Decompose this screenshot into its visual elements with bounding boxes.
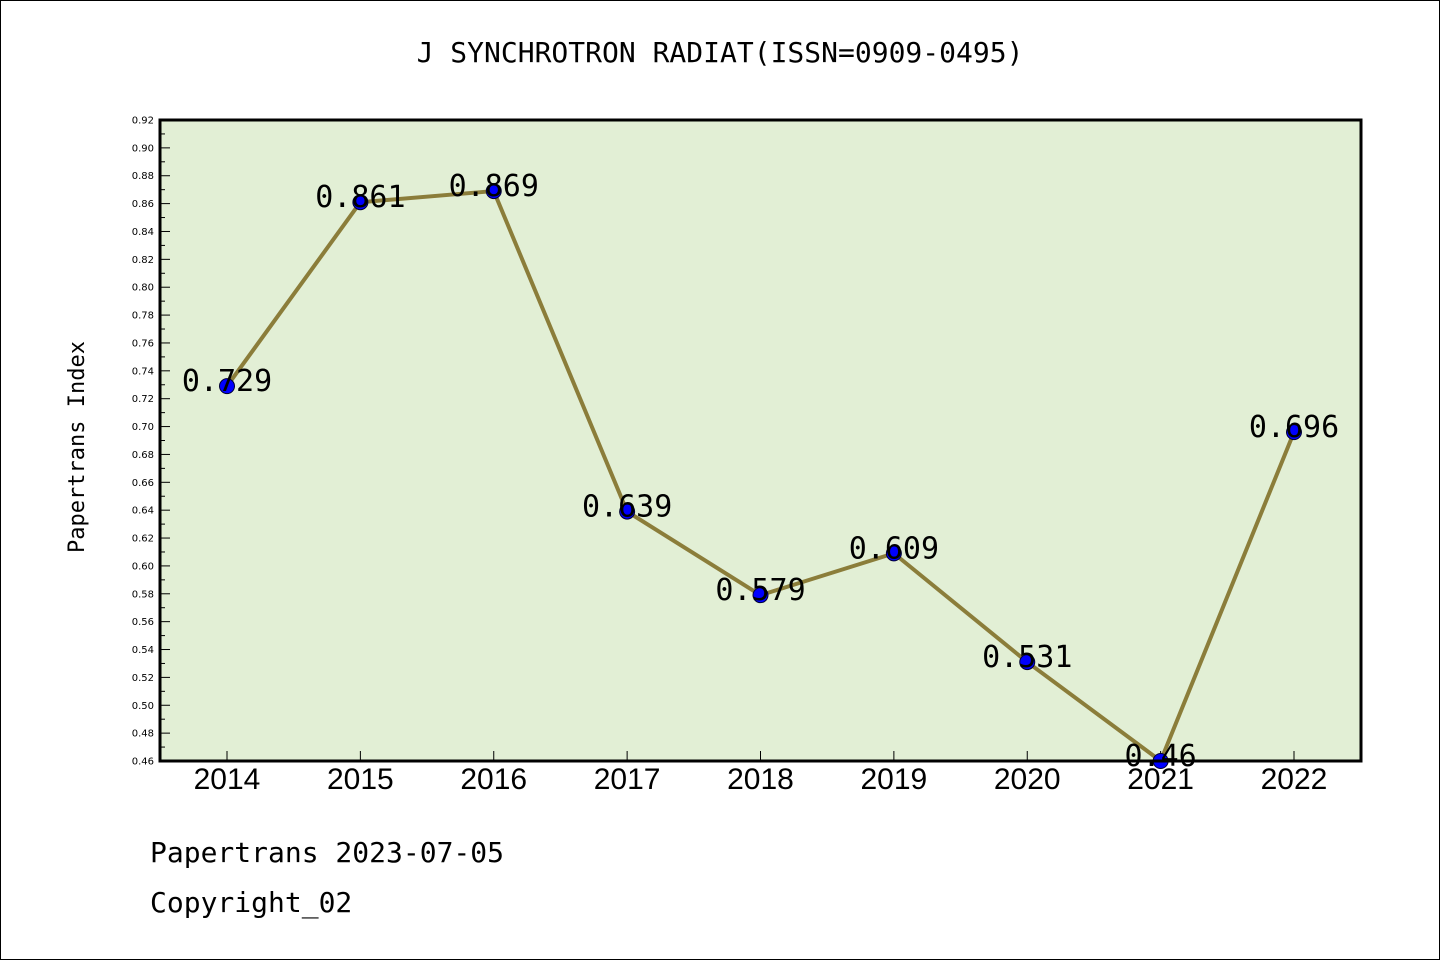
- plot-border: [158, 118, 1363, 763]
- data-label: 0.46: [1125, 739, 1197, 774]
- plot-area: [160, 120, 1361, 761]
- x-tick-label: 2015: [327, 763, 394, 796]
- y-tick-label: 0.48: [132, 729, 154, 740]
- y-tick-label: 0.64: [132, 506, 154, 517]
- y-tick-label: 0.50: [132, 701, 154, 712]
- x-tick-label: 2019: [861, 763, 928, 796]
- x-axis-ticks: 2014 2015 2016 2017 2018 2019 2020 2021 2022: [194, 751, 1328, 796]
- y-axis-label: Papertrans Index: [65, 341, 90, 553]
- y-tick-label: 0.86: [132, 199, 154, 210]
- data-label: 0.531: [982, 640, 1072, 675]
- y-tick-label: 0.92: [132, 116, 154, 127]
- data-point: [485, 183, 502, 200]
- footer-copyright: Copyright_02: [150, 886, 353, 919]
- y-tick-label: 0.46: [132, 757, 154, 768]
- data-point: [752, 587, 769, 604]
- y-tick-label: 0.74: [132, 366, 154, 377]
- y-tick-label: 0.78: [132, 311, 154, 322]
- data-point: [1286, 424, 1302, 441]
- data-point: [1019, 654, 1036, 671]
- y-tick-label: 0.56: [132, 617, 154, 628]
- y-tick-label: 0.80: [132, 283, 154, 294]
- data-label: 0.696: [1249, 410, 1339, 445]
- chart-title: J SYNCHROTRON RADIAT(ISSN=0909-0495): [416, 36, 1024, 69]
- data-points: [219, 183, 1302, 769]
- y-tick-label: 0.88: [132, 171, 154, 182]
- y-tick-label: 0.54: [132, 645, 154, 656]
- x-tick-label: 2014: [194, 763, 261, 796]
- x-tick-label: 2020: [994, 763, 1061, 796]
- y-tick-label: 0.70: [132, 422, 154, 433]
- x-tick-label: 2022: [1261, 763, 1328, 796]
- data-label: 0.861: [315, 180, 405, 215]
- x-tick-label: 2018: [727, 763, 794, 796]
- y-tick-label: 0.90: [132, 143, 154, 154]
- y-tick-label: 0.58: [132, 589, 154, 600]
- y-tick-label: 0.82: [132, 255, 154, 266]
- y-tick-label: 0.62: [132, 534, 154, 545]
- data-labels: 0.729 0.861 0.869 0.639 0.579 0.609 0.531 0.46 0…: [182, 169, 1339, 774]
- y-tick-label: 0.72: [132, 394, 154, 405]
- y-axis-ticks: 0.46 0.48 0.50 0.52 0.54 0.56 0.58 0.60 0.62 0.64…: [132, 116, 170, 768]
- y-tick-label: 0.60: [132, 561, 154, 572]
- data-label: 0.609: [849, 531, 939, 566]
- data-point: [885, 545, 902, 562]
- y-tick-label: 0.66: [132, 478, 154, 489]
- y-tick-label: 0.52: [132, 673, 154, 684]
- y-tick-label: 0.68: [132, 450, 154, 461]
- data-label: 0.639: [582, 490, 672, 525]
- data-point: [352, 194, 369, 211]
- data-point: [219, 378, 235, 395]
- y-tick-label: 0.76: [132, 338, 154, 349]
- data-point: [619, 503, 636, 520]
- data-label: 0.869: [449, 169, 539, 204]
- footer-date: Papertrans 2023-07-05: [150, 836, 505, 869]
- data-label: 0.729: [182, 364, 272, 399]
- x-tick-label: 2016: [460, 763, 527, 796]
- data-label: 0.579: [715, 573, 805, 608]
- y-tick-label: 0.84: [132, 227, 154, 238]
- x-tick-label: 2017: [594, 763, 661, 796]
